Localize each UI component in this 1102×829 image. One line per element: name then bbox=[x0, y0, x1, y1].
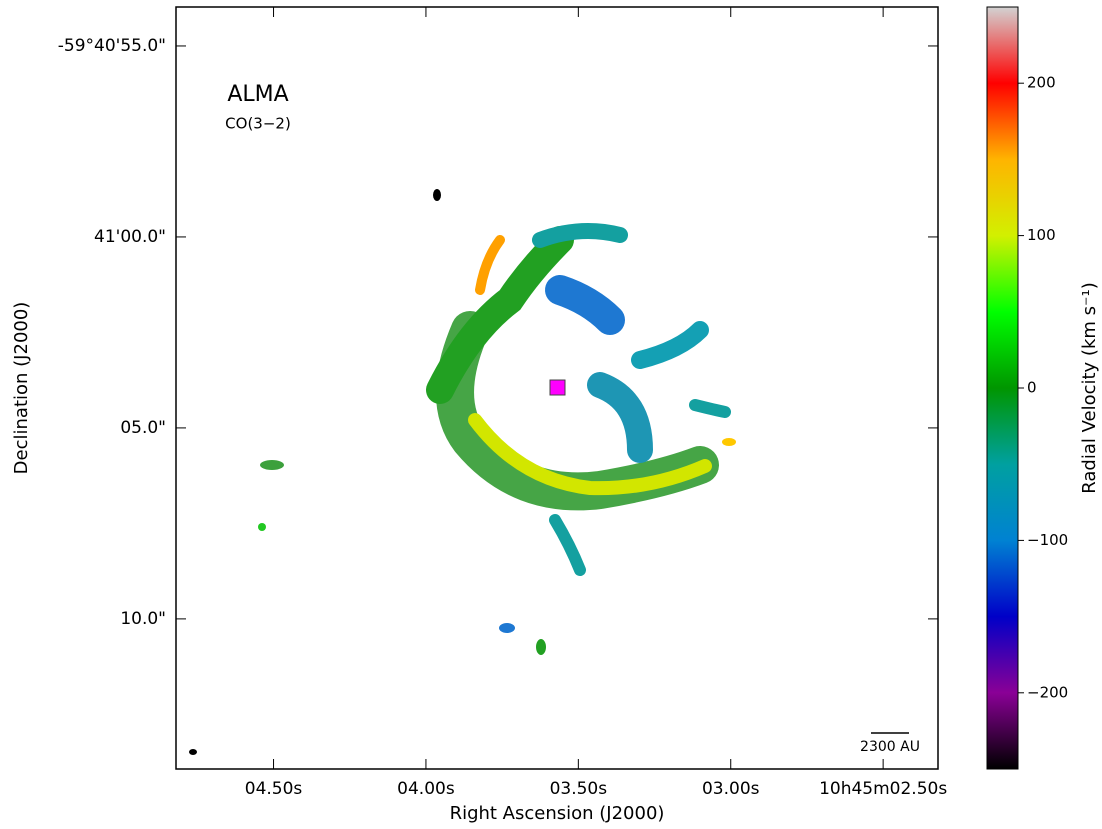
emission-blob bbox=[189, 749, 197, 755]
x-tick-label: 04.50s bbox=[245, 779, 303, 799]
y-tick-label: -59°40'55.0" bbox=[58, 36, 166, 56]
emission-blob bbox=[433, 189, 441, 201]
emission-arc bbox=[468, 413, 712, 496]
emission-arc bbox=[532, 223, 628, 248]
colorbar-tick-label: 0 bbox=[1027, 379, 1037, 397]
emission-blob bbox=[260, 460, 284, 470]
colorbar bbox=[986, 6, 1019, 770]
scale-label: 2300 AU bbox=[860, 739, 920, 755]
telescope-label: ALMA bbox=[227, 82, 288, 107]
colorbar-tick-label: 100 bbox=[1027, 226, 1056, 244]
emission-arc bbox=[549, 514, 586, 576]
emission-arc bbox=[475, 235, 505, 295]
emission-blob bbox=[258, 523, 266, 531]
line-label: CO(3−2) bbox=[225, 115, 291, 133]
y-axis-label: Declination (J2000) bbox=[11, 302, 32, 475]
emission-arc bbox=[587, 372, 653, 463]
emission-arc bbox=[426, 226, 574, 404]
emission-arc bbox=[689, 399, 731, 418]
x-axis-label: Right Ascension (J2000) bbox=[450, 803, 665, 824]
emission-blob bbox=[536, 639, 546, 655]
y-tick-label: 10.0" bbox=[120, 609, 166, 629]
colorbar-tick-label: 200 bbox=[1027, 74, 1056, 92]
colorbar-label: Radial Velocity (km s⁻¹) bbox=[1079, 282, 1100, 493]
x-tick-label: 04.00s bbox=[397, 779, 455, 799]
emission-arc bbox=[545, 275, 625, 335]
x-tick-label: 10h45m02.50s bbox=[819, 779, 947, 799]
x-tick-label: 03.50s bbox=[550, 779, 608, 799]
emission-arc bbox=[631, 321, 709, 369]
y-tick-label: 05.0" bbox=[120, 418, 166, 438]
source-marker bbox=[549, 379, 566, 396]
plot-frame bbox=[175, 6, 939, 770]
colorbar-tick-label: −200 bbox=[1027, 683, 1068, 701]
x-tick-label: 03.00s bbox=[702, 779, 760, 799]
emission-blob bbox=[499, 623, 515, 633]
y-tick-label: 41'00.0" bbox=[94, 227, 166, 247]
colorbar-tick-label: −100 bbox=[1027, 531, 1068, 549]
emission bbox=[189, 189, 736, 755]
emission-blob bbox=[722, 438, 736, 446]
